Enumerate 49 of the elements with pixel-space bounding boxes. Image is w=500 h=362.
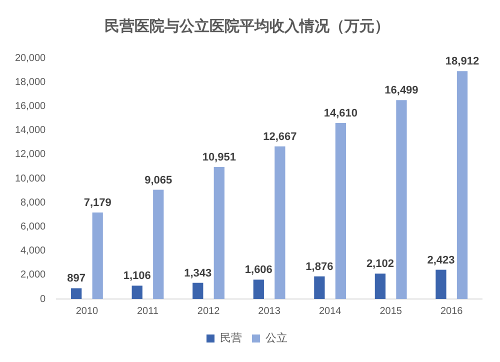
y-tick-label: 18,000: [14, 76, 46, 88]
data-label: 14,610: [324, 107, 358, 120]
bar: [92, 212, 103, 299]
bar: [214, 167, 224, 299]
y-tick-label: 10,000: [14, 173, 46, 184]
y-tick-label: 12,000: [14, 149, 46, 160]
data-label: 2,423: [427, 254, 455, 266]
y-tick-label: 2,000: [20, 270, 46, 281]
y-tick-label: 4,000: [20, 246, 46, 257]
legend-label: 民营: [220, 331, 242, 344]
bar: [396, 100, 407, 299]
data-label: 9,065: [144, 174, 172, 186]
bar: [314, 276, 325, 299]
data-label: 897: [67, 272, 86, 285]
bar: [456, 71, 468, 299]
data-label: 1,876: [306, 260, 334, 273]
data-label: 10,951: [202, 152, 236, 164]
bar: [253, 280, 264, 299]
y-tick-label: 0: [40, 294, 46, 305]
x-tick-label: 2012: [197, 306, 220, 317]
data-label: 16,499: [384, 84, 418, 97]
y-tick-label: 8,000: [20, 197, 46, 208]
bar: [274, 146, 286, 299]
data-label: 18,912: [445, 56, 480, 68]
data-label: 1,106: [123, 270, 151, 282]
x-tick-label: 2013: [258, 306, 281, 317]
bar: [374, 274, 386, 299]
x-tick-label: 2015: [380, 306, 402, 317]
x-tick-label: 2011: [136, 306, 159, 317]
data-label: 7,179: [84, 197, 112, 210]
x-tick-label: 2010: [76, 306, 99, 317]
y-tick-label: 6,000: [20, 221, 46, 232]
data-label: 2,102: [366, 258, 394, 270]
bar: [192, 282, 204, 299]
bar: [132, 286, 142, 299]
x-tick-label: 2014: [318, 306, 342, 317]
bar: [436, 270, 446, 299]
bar: [153, 190, 164, 299]
bar: [335, 122, 346, 299]
data-label: 1,343: [184, 267, 212, 280]
legend-label: 公立: [266, 331, 288, 344]
chart-title: 民营医院与公立医院平均收入情况（万元）: [104, 16, 390, 35]
y-tick-label: 14,000: [14, 125, 46, 136]
bar: [71, 288, 82, 299]
data-label: 1,606: [244, 264, 272, 276]
data-label: 12,667: [263, 130, 297, 143]
y-tick-label: 16,000: [14, 100, 46, 112]
x-tick-label: 2016: [440, 306, 464, 317]
y-tick-label: 20,000: [14, 52, 46, 64]
